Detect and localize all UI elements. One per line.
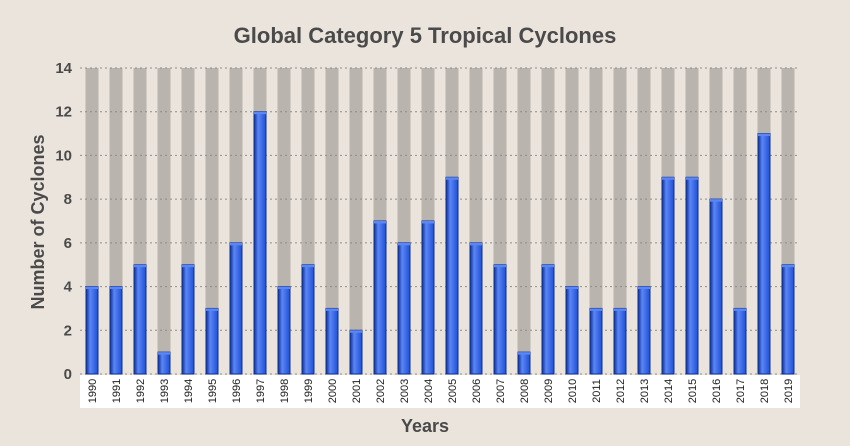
- bar: [253, 111, 267, 375]
- x-tick-label: 2006: [471, 379, 483, 403]
- y-tick-label: 14: [55, 60, 72, 77]
- bar: [541, 264, 555, 375]
- x-tick-label: 2000: [327, 379, 339, 403]
- bar: [589, 307, 603, 375]
- x-tick-label: 2016: [711, 379, 723, 403]
- y-tick-label: 6: [64, 235, 72, 252]
- bar: [325, 307, 339, 375]
- bar: [85, 286, 99, 375]
- bar: [637, 286, 651, 375]
- x-tick-label: 2004: [423, 379, 435, 403]
- bar: [301, 264, 315, 375]
- x-tick-label: 1996: [231, 379, 243, 403]
- gridlines: [80, 67, 800, 375]
- bar: [133, 264, 147, 375]
- x-tick-label: 1995: [207, 379, 219, 403]
- x-axis-title: Years: [401, 416, 449, 436]
- y-tick-label: 0: [64, 366, 72, 383]
- bar: [205, 307, 219, 375]
- x-tick-label: 2008: [519, 379, 531, 403]
- x-tick-label: 1991: [111, 379, 123, 403]
- column-background: [733, 68, 747, 374]
- column-background: [517, 68, 531, 374]
- bar: [685, 176, 699, 375]
- bar: [733, 307, 747, 375]
- column-background: [349, 68, 363, 374]
- column-background: [157, 68, 171, 374]
- bars: [85, 111, 795, 375]
- x-tick-label: 2019: [783, 379, 795, 403]
- bar: [373, 220, 387, 375]
- bar: [517, 351, 531, 375]
- bar: [421, 220, 435, 375]
- x-axis-label-band: [80, 375, 800, 408]
- bar: [229, 242, 243, 375]
- bar: [181, 264, 195, 375]
- column-background: [325, 68, 339, 374]
- bar: [493, 264, 507, 375]
- bar: [781, 264, 795, 375]
- y-tick-label: 12: [55, 104, 72, 121]
- x-tick-label: 2007: [495, 379, 507, 403]
- x-tick-label: 2014: [663, 379, 675, 403]
- bar: [445, 176, 459, 375]
- bar: [757, 133, 771, 375]
- x-tick-label: 2011: [591, 379, 603, 403]
- y-tick-label: 2: [64, 322, 72, 339]
- chart-title: Global Category 5 Tropical Cyclones: [234, 23, 617, 48]
- column-background: [589, 68, 603, 374]
- x-tick-label: 1990: [87, 379, 99, 403]
- bar: [469, 242, 483, 375]
- column-background: [205, 68, 219, 374]
- x-tick-label: 2017: [735, 379, 747, 403]
- y-tick-label: 10: [55, 147, 72, 164]
- bar: [661, 176, 675, 375]
- y-tick-label: 8: [64, 191, 72, 208]
- x-tick-label: 2002: [375, 379, 387, 403]
- bar: [277, 286, 291, 375]
- bar: [709, 198, 723, 375]
- x-tick-label: 1992: [135, 379, 147, 403]
- x-axis-ticks: 1990 1991 1992 1993 1994 1995 1996 1997 1998 1999…: [87, 379, 795, 403]
- x-tick-label: 2001: [351, 379, 363, 403]
- x-tick-label: 2018: [759, 379, 771, 403]
- x-tick-label: 2013: [639, 379, 651, 403]
- bar: [565, 286, 579, 375]
- x-tick-label: 1997: [255, 379, 267, 403]
- x-tick-label: 2005: [447, 379, 459, 403]
- x-tick-label: 2010: [567, 379, 579, 403]
- x-tick-label: 1993: [159, 379, 171, 403]
- x-tick-label: 1998: [279, 379, 291, 403]
- x-tick-label: 2012: [615, 379, 627, 403]
- x-tick-label: 2009: [543, 379, 555, 403]
- x-tick-label: 1999: [303, 379, 315, 403]
- bar: [397, 242, 411, 375]
- column-background: [613, 68, 627, 374]
- y-axis-title: Number of Cyclones: [28, 134, 48, 309]
- bar: [157, 351, 171, 375]
- bar: [349, 329, 363, 375]
- x-tick-label: 1994: [183, 379, 195, 403]
- bar: [109, 286, 123, 375]
- x-tick-label: 2003: [399, 379, 411, 403]
- x-tick-label: 2015: [687, 379, 699, 403]
- bar: [613, 307, 627, 375]
- y-axis-ticks: 0 2 4 6 8 10 12 14: [55, 60, 72, 383]
- y-tick-label: 4: [64, 279, 73, 296]
